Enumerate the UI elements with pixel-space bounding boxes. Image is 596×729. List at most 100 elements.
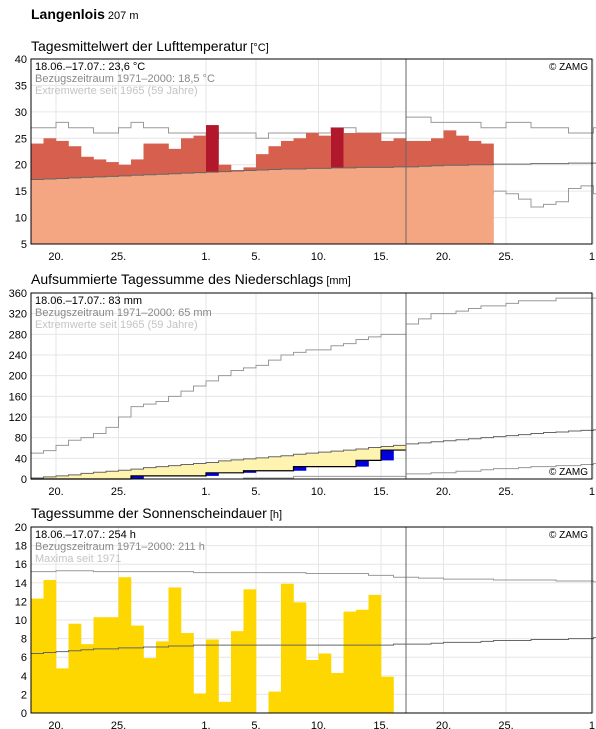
y-tick-label: 25 xyxy=(15,133,27,145)
temperature-bar-anomaly xyxy=(381,140,394,168)
y-tick-label: 2 xyxy=(21,689,27,701)
sunshine-bar xyxy=(143,658,157,713)
precip-deviation-fill xyxy=(68,474,82,479)
temperature-bar-anomaly xyxy=(56,140,69,179)
y-tick-label: 80 xyxy=(15,433,27,445)
x-tick-label: 20. xyxy=(48,251,63,263)
temperature-bar-base xyxy=(118,175,132,244)
temperature-bar-base xyxy=(93,176,107,244)
temperature-bar-base xyxy=(181,173,194,244)
temperature-bar-base xyxy=(231,171,244,244)
temperature-bar-base xyxy=(343,167,357,244)
sunshine-bar xyxy=(43,580,57,713)
station-name: Langenlois xyxy=(31,6,105,22)
precip-deviation-fill xyxy=(131,469,144,476)
sunshine-bar xyxy=(156,641,169,713)
sunshine-unit: [h] xyxy=(269,509,283,521)
precip-increment-bar xyxy=(206,472,219,476)
panel-1: 0 40 80 120 160 200 240 280 320 360 20. 25. 1. 5. 10. 1… xyxy=(9,288,596,498)
info-period: 18.06.–17.07.: 23,6 °C xyxy=(35,61,145,73)
y-tick-label: 40 xyxy=(15,453,27,465)
y-tick-label: 35 xyxy=(15,80,27,92)
y-tick-label: 15 xyxy=(15,186,27,198)
precip-deviation-fill xyxy=(293,454,307,467)
station-altitude: 207 m xyxy=(107,10,139,22)
temperature-bar-base xyxy=(268,169,282,244)
y-tick-label: 240 xyxy=(9,350,27,362)
temperature-bar-base xyxy=(293,168,307,244)
x-tick-label: 5. xyxy=(251,251,260,263)
precip-deviation-fill xyxy=(281,455,294,471)
temperature-bar-base xyxy=(131,175,144,244)
temperature-bar-anomaly xyxy=(456,135,469,166)
sunshine-bar xyxy=(131,625,144,713)
temperature-bar-anomaly xyxy=(43,138,57,179)
zamg-watermark: © ZAMG xyxy=(549,467,588,478)
precip-increment-bar xyxy=(293,466,307,471)
precipitation-title-text: Aufsummierte Tagessumme des Niederschlag… xyxy=(31,271,324,287)
precip-increment-bar xyxy=(356,460,369,467)
climate-mean-line xyxy=(31,162,596,181)
info-period: 18.06.–17.07.: 254 h xyxy=(35,529,136,541)
precip-increment-bar xyxy=(131,475,144,479)
panel-2: 0 2 4 6 8 10 12 14 16 18 20 20. 25. 1. 5. 10. 15. 20. 25. 1… xyxy=(15,522,596,729)
temperature-bar-anomaly xyxy=(293,138,307,169)
y-tick-label: 40 xyxy=(15,54,27,66)
x-tick-label: 20. xyxy=(436,720,451,729)
sunshine-bar xyxy=(243,589,257,713)
temperature-title-text: Tagesmittelwert der Lufttemperatur xyxy=(31,38,248,54)
temperature-bar-anomaly xyxy=(318,135,332,169)
y-tick-label: 20 xyxy=(15,522,27,534)
sunshine-bar xyxy=(281,583,294,713)
precip-deviation-fill xyxy=(168,465,182,476)
temperature-bar-anomaly xyxy=(193,135,207,173)
temperature-bar-anomaly xyxy=(156,143,169,175)
temperature-bar-anomaly xyxy=(418,140,432,167)
precipitation-title: Aufsummierte Tagessumme des Niederschlag… xyxy=(31,271,351,287)
temperature-bar-base xyxy=(456,165,469,244)
panel-0: 5 10 15 20 25 30 35 40 20. 25. 1. 5. 10. 15. 20. 25. 1. 1… xyxy=(15,54,596,263)
y-tick-label: 30 xyxy=(15,107,27,119)
precip-increment-bar xyxy=(243,470,257,473)
y-tick-label: 20 xyxy=(15,160,27,172)
precip-deviation-fill xyxy=(156,466,169,476)
x-tick-label: 10. xyxy=(311,720,326,729)
temperature-bar-base xyxy=(431,165,444,244)
precip-deviation-fill xyxy=(143,467,157,476)
sunshine-bar xyxy=(81,644,94,713)
y-tick-label: 160 xyxy=(9,391,27,403)
x-tick-label: 10. xyxy=(311,251,326,263)
climate-mean-line xyxy=(31,637,596,654)
precip-deviation-fill xyxy=(193,463,207,476)
y-tick-label: 16 xyxy=(15,559,27,571)
temperature-bar-anomaly xyxy=(343,133,357,168)
temperature-bar-base xyxy=(418,166,432,244)
temperature-bar-base xyxy=(256,170,269,244)
temperature-title: Tagesmittelwert der Lufttemperatur [°C] xyxy=(31,38,269,54)
temperature-bar-base xyxy=(356,167,369,244)
x-tick-label: 15. xyxy=(373,486,388,498)
temperature-bar-base xyxy=(393,166,407,244)
temperature-bar-base xyxy=(81,177,94,244)
sunshine-bar xyxy=(318,653,332,713)
y-tick-label: 6 xyxy=(21,652,27,664)
climate-cumulative-line xyxy=(31,429,596,479)
temperature-bar-anomaly xyxy=(68,146,82,178)
precip-deviation-fill xyxy=(343,450,357,467)
y-tick-label: 10 xyxy=(15,213,27,225)
sunshine-bar xyxy=(306,659,319,713)
zamg-watermark: © ZAMG xyxy=(549,530,588,541)
x-tick-label: 1. xyxy=(589,486,596,498)
precip-deviation-fill xyxy=(43,476,57,479)
precipitation-unit: [mm] xyxy=(326,275,351,287)
precip-deviation-fill xyxy=(268,456,282,471)
precip-deviation-fill xyxy=(231,459,244,473)
precip-deviation-fill xyxy=(93,472,107,479)
info-reference: Bezugszeitraum 1971–2000: 211 h xyxy=(35,541,205,553)
y-tick-label: 8 xyxy=(21,634,27,646)
precip-deviation-fill xyxy=(318,452,332,467)
y-tick-label: 0 xyxy=(21,474,27,486)
temperature-bar-base xyxy=(381,167,394,244)
temperature-bar-anomaly xyxy=(81,156,94,178)
sunshine-bar xyxy=(218,701,232,713)
